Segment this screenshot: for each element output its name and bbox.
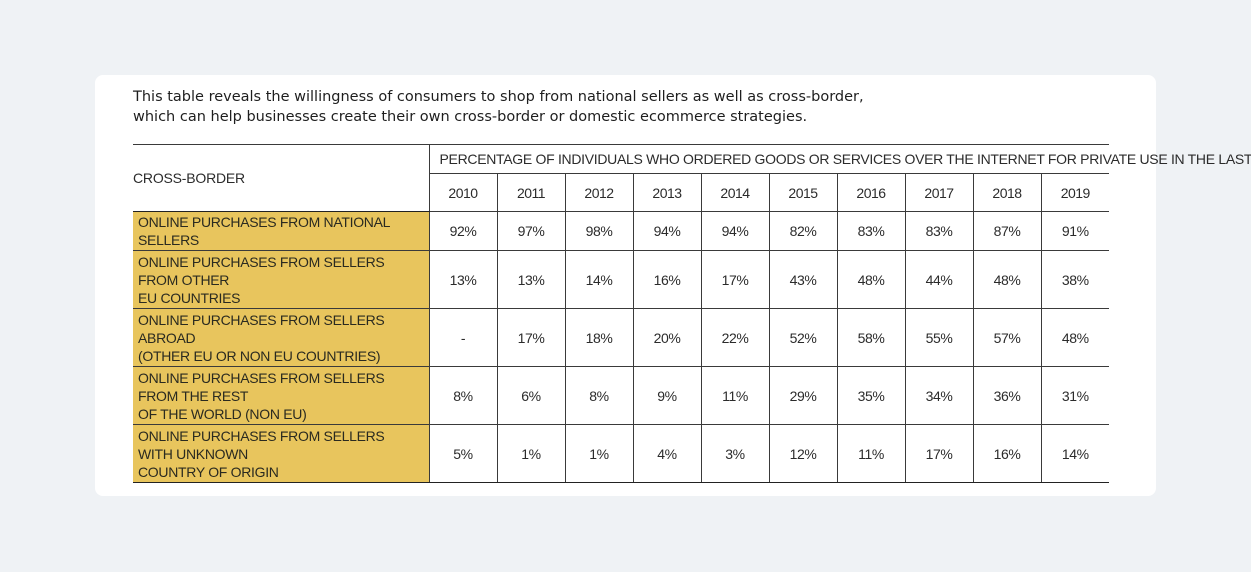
row-label-line: ONLINE PURCHASES FROM NATIONAL SELLERS (138, 214, 390, 248)
year-header: 2012 (564, 173, 634, 212)
table-body: ONLINE PURCHASES FROM NATIONAL SELLERS 92… (133, 211, 1110, 483)
table-cell: 6% (496, 366, 566, 425)
table-cell: - (428, 308, 498, 367)
year-header: 2013 (632, 173, 702, 212)
table-cell: 43% (768, 250, 838, 309)
table-cell: 94% (700, 211, 770, 251)
table-cell: 48% (972, 250, 1042, 309)
table-cell: 18% (564, 308, 634, 367)
row-label: ONLINE PURCHASES FROM SELLERS FROM THE R… (133, 366, 430, 425)
table-cell: 22% (700, 308, 770, 367)
row-label: ONLINE PURCHASES FROM SELLERS FROM OTHER… (133, 250, 430, 309)
cross-border-table: CROSS-BORDER PERCENTAGE OF INDIVIDUALS W… (133, 144, 1251, 483)
table-cell: 4% (632, 424, 702, 483)
table-cell: 1% (564, 424, 634, 483)
year-header: 2017 (904, 173, 974, 212)
table-cell: 12% (768, 424, 838, 483)
table-cell: 57% (972, 308, 1042, 367)
table-row: ONLINE PURCHASES FROM NATIONAL SELLERS 92… (133, 211, 1110, 251)
table-cell: 83% (904, 211, 974, 251)
table-cell: 87% (972, 211, 1042, 251)
table-row: ONLINE PURCHASES FROM SELLERS WITH UNKNO… (133, 424, 1110, 483)
row-label: ONLINE PURCHASES FROM NATIONAL SELLERS (133, 211, 430, 251)
corner-header: CROSS-BORDER (133, 144, 430, 212)
table-cell: 83% (836, 211, 906, 251)
intro-line-2: which can help businesses create their o… (133, 109, 808, 125)
table-cell: 31% (1040, 366, 1110, 425)
table-cell: 20% (632, 308, 702, 367)
table-cell: 36% (972, 366, 1042, 425)
intro-line-1: This table reveals the willingness of co… (133, 89, 864, 105)
table-cell: 82% (768, 211, 838, 251)
row-label-line: COUNTRY OF ORIGIN (138, 463, 279, 480)
table-cell: 38% (1040, 250, 1110, 309)
table-cell: 52% (768, 308, 838, 367)
row-label: ONLINE PURCHASES FROM SELLERS ABROAD (OTH… (133, 308, 430, 367)
table-cell: 91% (1040, 211, 1110, 251)
table-cell: 17% (700, 250, 770, 309)
table-cell: 29% (768, 366, 838, 425)
table-cell: 5% (428, 424, 498, 483)
year-header: 2015 (768, 173, 838, 212)
row-label-line: ONLINE PURCHASES FROM SELLERS WITH UNKNO… (138, 427, 385, 462)
table-cell: 98% (564, 211, 634, 251)
table-cell: 17% (496, 308, 566, 367)
year-header: 2014 (700, 173, 770, 212)
table-cell: 58% (836, 308, 906, 367)
table-cell: 94% (632, 211, 702, 251)
row-label-line: OF THE WORLD (NON EU) (138, 405, 307, 422)
table-cell: 9% (632, 366, 702, 425)
table-cell: 13% (496, 250, 566, 309)
super-header: PERCENTAGE OF INDIVIDUALS WHO ORDERED GO… (428, 144, 1251, 174)
table-cell: 16% (632, 250, 702, 309)
table-row: ONLINE PURCHASES FROM SELLERS ABROAD (OTH… (133, 308, 1110, 367)
row-label-line: (OTHER EU OR NON EU COUNTRIES) (138, 347, 381, 364)
table-cell: 92% (428, 211, 498, 251)
table-cell: 35% (836, 366, 906, 425)
row-label-line: ONLINE PURCHASES FROM SELLERS ABROAD (138, 311, 385, 346)
table-cell: 8% (564, 366, 634, 425)
table-cell: 14% (564, 250, 634, 309)
table-cell: 55% (904, 308, 974, 367)
row-label-line: EU COUNTRIES (138, 289, 241, 306)
table-cell: 17% (904, 424, 974, 483)
table-cell: 11% (836, 424, 906, 483)
table-cell: 48% (836, 250, 906, 309)
intro-text: This table reveals the willingness of co… (133, 87, 1033, 127)
row-label-line: ONLINE PURCHASES FROM SELLERS FROM OTHER (138, 253, 385, 288)
table-cell: 97% (496, 211, 566, 251)
year-header: 2019 (1040, 173, 1110, 212)
table-cell: 34% (904, 366, 974, 425)
table-row: ONLINE PURCHASES FROM SELLERS FROM THE R… (133, 366, 1110, 425)
row-label-line: ONLINE PURCHASES FROM SELLERS FROM THE R… (138, 369, 385, 404)
year-header: 2018 (972, 173, 1042, 212)
table-cell: 3% (700, 424, 770, 483)
year-header: 2016 (836, 173, 906, 212)
content-card: This table reveals the willingness of co… (95, 75, 1251, 496)
year-header: 2011 (496, 173, 566, 212)
table-cell: 44% (904, 250, 974, 309)
table-cell: 16% (972, 424, 1042, 483)
row-label: ONLINE PURCHASES FROM SELLERS WITH UNKNO… (133, 424, 430, 483)
table-cell: 8% (428, 366, 498, 425)
table-cell: 1% (496, 424, 566, 483)
table-row: ONLINE PURCHASES FROM SELLERS FROM OTHER… (133, 250, 1110, 309)
year-header: 2010 (428, 173, 498, 212)
year-header-row: 2010 2011 2012 2013 2014 2015 2016 2017 2018 2019 (133, 173, 1110, 212)
table-cell: 11% (700, 366, 770, 425)
table-cell: 13% (428, 250, 498, 309)
table-cell: 14% (1040, 424, 1110, 483)
table-cell: 48% (1040, 308, 1110, 367)
